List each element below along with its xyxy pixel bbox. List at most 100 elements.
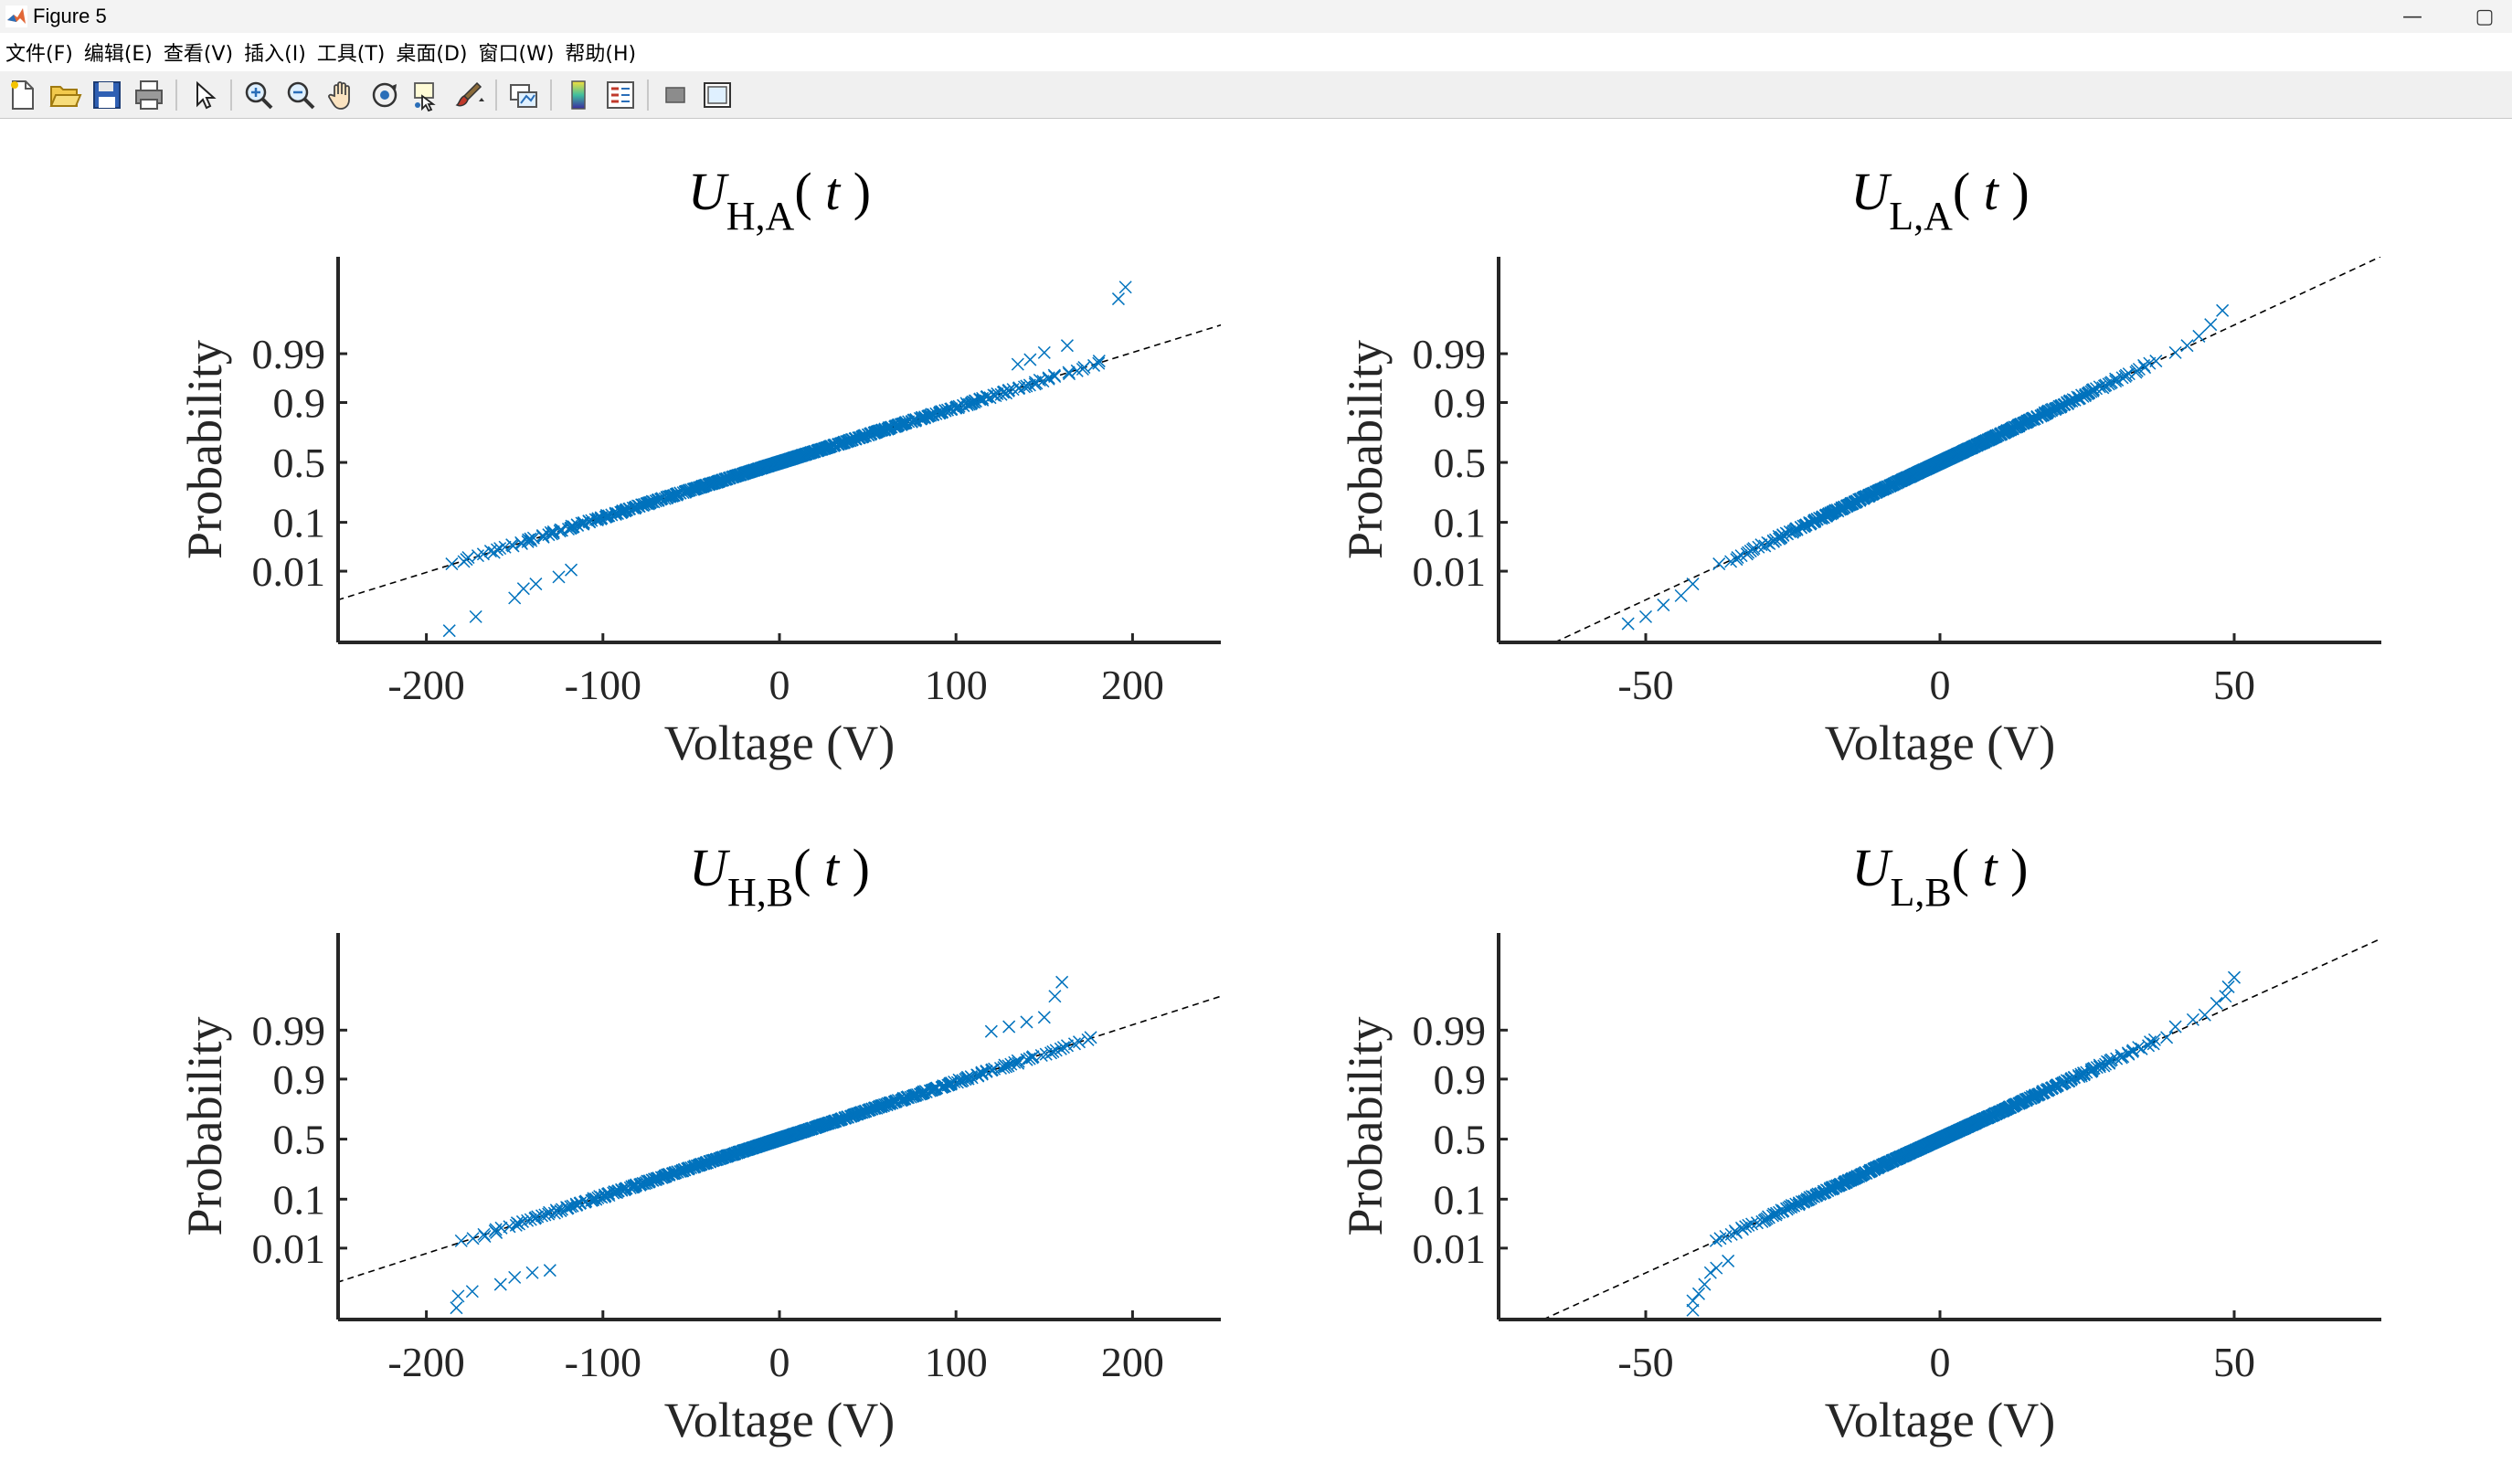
- data-point: [476, 547, 490, 561]
- brush-icon: [455, 81, 484, 106]
- minimize-button[interactable]: —: [2385, 0, 2440, 33]
- print-icon: [135, 80, 163, 110]
- x-tick-label: -200: [387, 662, 464, 708]
- y-tick-label: 0.5: [273, 440, 326, 486]
- maximize-button[interactable]: ▢: [2457, 0, 2512, 33]
- data-point: [2063, 394, 2077, 408]
- data-point: [1092, 356, 1106, 370]
- data-point: [1855, 1167, 1869, 1182]
- subplot-3[interactable]: -200 -100 0 100 200 0.010.1 0.5 0.90.99 Voltage …: [177, 838, 1416, 1447]
- data-point: [564, 563, 578, 577]
- data-point: [2144, 1035, 2157, 1049]
- chart-title: UH,A( t ): [688, 162, 871, 238]
- data-point: [524, 1213, 537, 1226]
- chart-title: UL,A( t ): [1850, 162, 2029, 238]
- data-point: [1657, 599, 1670, 612]
- title-subscript: H,B: [727, 870, 793, 915]
- x-tick-label: 50: [2213, 662, 2255, 708]
- matlab-logo-icon: [5, 5, 27, 27]
- title-argument: t: [1983, 838, 1999, 897]
- link-plot-button[interactable]: [505, 77, 542, 113]
- colorbar-button[interactable]: [560, 77, 597, 113]
- data-point: [1846, 496, 1860, 510]
- data-point: [1023, 353, 1037, 366]
- y-tick-label: 0.01: [252, 1225, 326, 1272]
- data-point: [2160, 1031, 2174, 1044]
- x-tick-label: 0: [1930, 662, 1951, 708]
- data-point: [493, 1277, 507, 1291]
- data-point: [478, 1229, 492, 1244]
- subplot-4[interactable]: -50 0 50 0.010.1 0.5 0.90.99 Voltage (V) Probab…: [1338, 838, 2393, 1447]
- title-bar: Figure 5 — ▢: [0, 0, 2512, 33]
- subplot-1[interactable]: -200 -100 0 100 200 0.010.1 0.5 0.90.99 Voltage …: [177, 162, 1440, 770]
- subplot-2[interactable]: -50 0 50 0.010.1 0.5 0.90.99 Voltage (V) Probab…: [1338, 162, 2381, 770]
- x-tick-label: -100: [565, 662, 641, 708]
- menu-file[interactable]: 文件(F): [5, 43, 73, 66]
- pointer-button[interactable]: [185, 77, 222, 113]
- open-folder-button[interactable]: [47, 77, 83, 113]
- data-point: [1674, 588, 1688, 602]
- data-point: [2149, 355, 2163, 368]
- data-cursor-button[interactable]: [408, 77, 445, 113]
- data-point: [1638, 610, 1653, 623]
- data-point: [952, 399, 966, 413]
- new-file-icon: [11, 80, 34, 110]
- brush-button[interactable]: [450, 77, 487, 113]
- show-plot-tools-button[interactable]: [699, 77, 736, 113]
- data-point: [997, 1061, 1011, 1075]
- data-point: [577, 515, 590, 529]
- data-point: [1012, 1056, 1025, 1070]
- data-point: [1734, 1221, 1748, 1235]
- menu-insert[interactable]: 插入(I): [244, 43, 306, 66]
- hide-plot-tools-icon: [665, 86, 685, 103]
- zoom-in-button[interactable]: [240, 77, 277, 113]
- data-point: [489, 1223, 503, 1236]
- data-point: [515, 1214, 529, 1228]
- hide-plot-tools-button[interactable]: [657, 77, 694, 113]
- data-point: [2027, 411, 2040, 425]
- y-tick-label: 0.99: [1413, 1007, 1487, 1054]
- new-file-button[interactable]: [5, 77, 41, 113]
- print-button[interactable]: [131, 77, 167, 113]
- data-point: [984, 1024, 998, 1038]
- data-point: [1012, 381, 1026, 395]
- menu-tools[interactable]: 工具(T): [316, 43, 386, 66]
- toolbar-separator: [550, 79, 552, 111]
- y-axis-label: Probability: [177, 340, 232, 559]
- show-plot-tools-icon: [704, 81, 731, 108]
- y-tick-label: 0.5: [1434, 1117, 1487, 1163]
- y-tick-label: 0.99: [252, 1007, 326, 1054]
- zoom-out-button[interactable]: [282, 77, 319, 113]
- menu-window[interactable]: 窗口(W): [478, 43, 555, 66]
- data-point: [465, 1285, 479, 1298]
- x-tick-label: 0: [769, 1339, 790, 1385]
- title-subscript: H,A: [726, 194, 795, 238]
- data-point: [1745, 1217, 1759, 1231]
- data-point: [575, 516, 588, 530]
- title-main: U: [689, 838, 731, 897]
- menu-view[interactable]: 查看(V): [163, 43, 234, 66]
- menu-edit[interactable]: 编辑(E): [83, 43, 153, 66]
- menu-help[interactable]: 帮助(H): [565, 43, 637, 66]
- data-point: [524, 532, 537, 546]
- rotate-3d-button[interactable]: [366, 77, 403, 113]
- legend-button[interactable]: [602, 77, 639, 113]
- pan-hand-button[interactable]: [324, 77, 361, 113]
- data-point: [566, 1199, 579, 1213]
- data-point: [516, 582, 530, 596]
- data-point: [531, 1210, 545, 1224]
- data-point: [1063, 367, 1076, 381]
- data-point: [2147, 1033, 2161, 1046]
- data-point: [884, 1096, 898, 1109]
- data-point: [469, 610, 482, 623]
- data-point: [1062, 366, 1076, 379]
- save-button[interactable]: [89, 77, 125, 113]
- data-point: [1037, 1011, 1051, 1024]
- data-point: [2023, 413, 2037, 427]
- data-point: [2227, 970, 2242, 984]
- data-point: [565, 519, 578, 533]
- data-point: [521, 1214, 535, 1227]
- data-point: [442, 624, 456, 638]
- data-point: [2076, 1066, 2091, 1080]
- menu-desktop[interactable]: 桌面(D): [396, 43, 468, 66]
